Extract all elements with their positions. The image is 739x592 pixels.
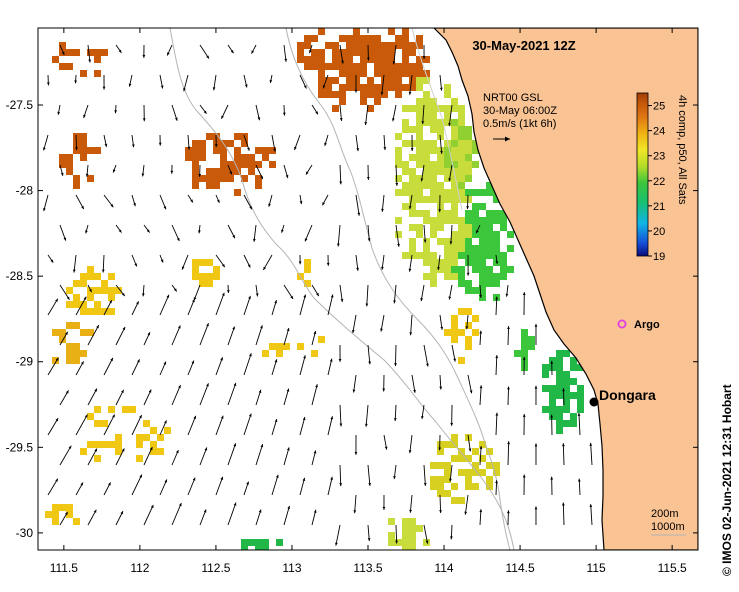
argo-marker-icon — [617, 319, 627, 329]
credit-container: © IMOS 02-Jun-2021 12:31 Hobart — [716, 300, 736, 580]
map-title: 30-May-2021 12Z — [472, 38, 575, 53]
dongara-town: Dongara — [589, 387, 656, 407]
contour-1000m — [169, 28, 515, 550]
x-tick-label: 112 — [130, 561, 149, 575]
x-tick-label: 115 — [587, 561, 606, 575]
colorbar-tick-label: 25 — [653, 101, 665, 113]
colorbar: 25 24 23 22 21 20 19 4h comp, p50, All Sats — [636, 92, 688, 263]
credit-text: © IMOS 02-Jun-2021 12:31 Hobart — [720, 384, 734, 576]
dongara-marker-icon — [589, 397, 599, 407]
land-mass — [433, 28, 698, 550]
legend-model: NRT00 GSL — [483, 92, 543, 104]
y-tick-label: -30 — [16, 526, 34, 540]
current-vectors — [43, 44, 593, 546]
contour-legend-1000m: 1000m — [651, 521, 685, 533]
y-tick-label: -28.5 — [6, 269, 34, 283]
axes: 111.5 112 112.5 113 113.5 114 114.5 115 115.5 -27… — [6, 28, 698, 575]
contour-200m — [285, 28, 511, 550]
colorbar-tick-label: 22 — [653, 176, 665, 188]
y-tick-label: -29.5 — [6, 440, 34, 454]
contour-inner — [411, 28, 463, 211]
x-tick-label: 113.5 — [353, 561, 382, 575]
legend-arrow-icon — [505, 136, 510, 142]
colorbar-ramp — [636, 92, 649, 257]
legend-time: 30-May 06:00Z — [483, 105, 557, 117]
y-tick-label: -28 — [16, 184, 34, 198]
colorbar-tick-label: 20 — [653, 226, 665, 238]
y-tick-label: -27.5 — [6, 98, 34, 112]
argo-label: Argo — [634, 319, 660, 331]
current-legend: NRT00 GSL 30-May 06:00Z 0.5m/s (1kt 6h) — [483, 92, 557, 142]
x-tick-label: 115.5 — [658, 561, 687, 575]
contour-legend: 200m 1000m — [651, 508, 686, 536]
argo-float: Argo — [617, 319, 660, 331]
x-tick-label: 114 — [434, 561, 453, 575]
dongara-label: Dongara — [599, 387, 656, 403]
colorbar-label: 4h comp, p50, All Sats — [676, 95, 688, 205]
x-tick-label: 111.5 — [50, 561, 79, 575]
colorbar-tick-label: 19 — [653, 251, 665, 263]
x-tick-label: 113 — [282, 561, 301, 575]
colorbar-ticks: 25 24 23 22 21 20 19 — [648, 101, 665, 263]
x-tick-label: 114.5 — [506, 561, 535, 575]
colorbar-tick-label: 24 — [653, 126, 665, 138]
sst-field — [45, 28, 584, 550]
colorbar-tick-label: 21 — [653, 201, 665, 213]
x-tick-label: 112.5 — [201, 561, 230, 575]
contour-legend-200m: 200m — [651, 508, 679, 520]
credit-svg: © IMOS 02-Jun-2021 12:31 Hobart — [720, 384, 734, 576]
legend-scale: 0.5m/s (1kt 6h) — [483, 118, 556, 130]
y-tick-label: -29 — [16, 355, 34, 369]
colorbar-tick-label: 23 — [653, 151, 665, 163]
